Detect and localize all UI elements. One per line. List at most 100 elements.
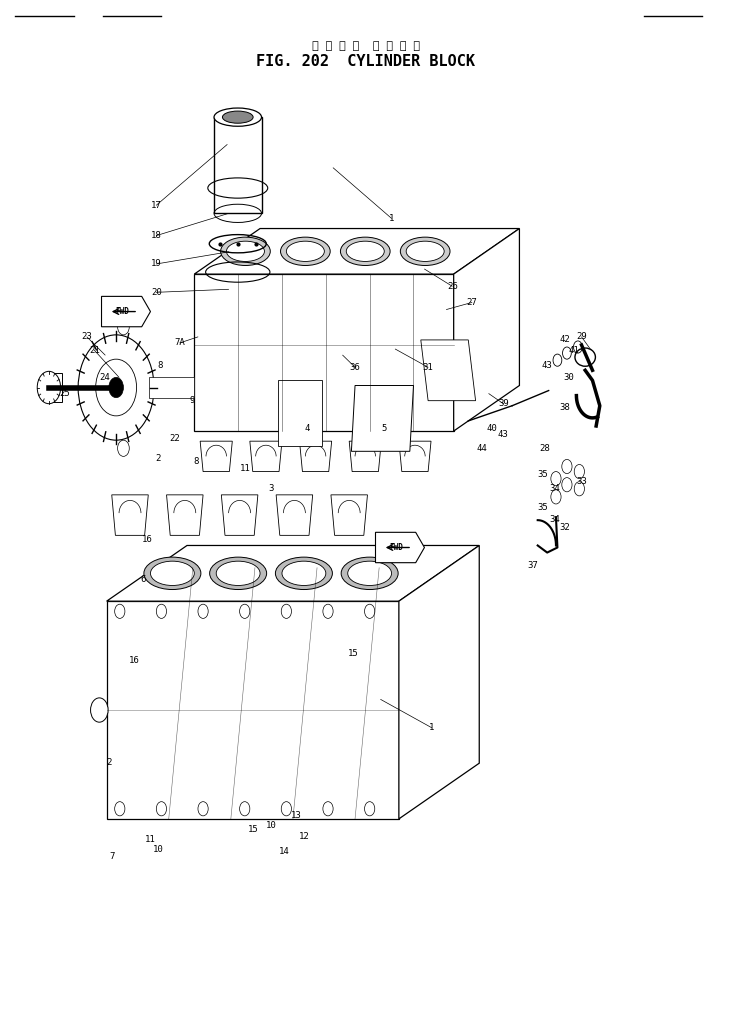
Text: 11: 11 bbox=[240, 464, 251, 473]
Circle shape bbox=[115, 604, 125, 619]
Text: 33: 33 bbox=[576, 478, 587, 486]
Ellipse shape bbox=[400, 237, 450, 266]
Polygon shape bbox=[107, 546, 479, 601]
Text: 32: 32 bbox=[559, 523, 570, 531]
Ellipse shape bbox=[216, 561, 260, 585]
Circle shape bbox=[574, 464, 584, 479]
Ellipse shape bbox=[144, 557, 201, 589]
Text: 36: 36 bbox=[350, 363, 360, 372]
Ellipse shape bbox=[406, 241, 444, 262]
Ellipse shape bbox=[275, 557, 332, 589]
Text: 10: 10 bbox=[152, 845, 163, 854]
Ellipse shape bbox=[341, 557, 398, 589]
Polygon shape bbox=[349, 441, 381, 472]
Ellipse shape bbox=[286, 241, 324, 262]
Circle shape bbox=[323, 802, 333, 816]
Text: 26: 26 bbox=[447, 282, 458, 291]
Polygon shape bbox=[351, 385, 414, 451]
Text: 42: 42 bbox=[559, 336, 570, 345]
Polygon shape bbox=[149, 377, 194, 397]
Text: 4: 4 bbox=[305, 424, 310, 433]
Text: シ リ ン ダ  ブ ロ ッ ク: シ リ ン ダ ブ ロ ッ ク bbox=[312, 42, 420, 52]
Text: 27: 27 bbox=[466, 298, 477, 307]
Text: 37: 37 bbox=[527, 561, 538, 570]
Circle shape bbox=[115, 802, 125, 816]
Ellipse shape bbox=[151, 561, 194, 585]
Text: 7A: 7A bbox=[174, 339, 185, 348]
Polygon shape bbox=[49, 373, 62, 402]
Polygon shape bbox=[167, 495, 203, 535]
Circle shape bbox=[96, 359, 137, 416]
Polygon shape bbox=[299, 441, 332, 472]
Circle shape bbox=[281, 604, 291, 619]
Text: 13: 13 bbox=[291, 811, 302, 820]
Text: 1: 1 bbox=[389, 214, 395, 223]
Text: 22: 22 bbox=[169, 434, 180, 443]
Text: 23: 23 bbox=[81, 333, 92, 342]
Text: 24: 24 bbox=[100, 373, 111, 382]
Text: 31: 31 bbox=[422, 363, 433, 372]
Text: 16: 16 bbox=[141, 535, 152, 544]
Polygon shape bbox=[421, 340, 476, 401]
Text: 20: 20 bbox=[151, 288, 162, 297]
Text: 18: 18 bbox=[151, 231, 162, 240]
Circle shape bbox=[561, 459, 572, 474]
Polygon shape bbox=[112, 495, 149, 535]
Circle shape bbox=[157, 604, 167, 619]
Text: 29: 29 bbox=[576, 333, 587, 342]
Circle shape bbox=[574, 482, 584, 496]
Text: 2: 2 bbox=[155, 454, 160, 463]
Ellipse shape bbox=[280, 237, 330, 266]
Text: 10: 10 bbox=[266, 821, 277, 830]
Polygon shape bbox=[194, 228, 520, 274]
Text: 35: 35 bbox=[537, 503, 548, 511]
Text: 43: 43 bbox=[498, 430, 509, 439]
Text: 21: 21 bbox=[89, 346, 100, 355]
Text: 11: 11 bbox=[145, 835, 156, 844]
Text: 6: 6 bbox=[141, 575, 146, 584]
Circle shape bbox=[561, 478, 572, 492]
Circle shape bbox=[239, 802, 250, 816]
FancyBboxPatch shape bbox=[214, 118, 261, 213]
Text: 5: 5 bbox=[381, 424, 387, 433]
Text: 30: 30 bbox=[564, 373, 575, 382]
Circle shape bbox=[91, 698, 108, 722]
Circle shape bbox=[198, 802, 208, 816]
Ellipse shape bbox=[223, 112, 253, 124]
Circle shape bbox=[37, 371, 61, 404]
Ellipse shape bbox=[348, 561, 392, 585]
Polygon shape bbox=[331, 495, 367, 535]
Circle shape bbox=[365, 802, 375, 816]
Text: 15: 15 bbox=[247, 824, 258, 834]
Polygon shape bbox=[376, 532, 425, 563]
Text: FWD: FWD bbox=[116, 307, 130, 316]
Ellipse shape bbox=[209, 557, 266, 589]
Ellipse shape bbox=[340, 237, 390, 266]
Text: 44: 44 bbox=[476, 444, 487, 453]
Polygon shape bbox=[102, 296, 151, 327]
Circle shape bbox=[239, 604, 250, 619]
Circle shape bbox=[323, 604, 333, 619]
Polygon shape bbox=[276, 495, 313, 535]
Circle shape bbox=[551, 472, 561, 486]
Text: 14: 14 bbox=[279, 847, 290, 856]
Polygon shape bbox=[250, 441, 282, 472]
Text: 38: 38 bbox=[559, 404, 570, 413]
Polygon shape bbox=[107, 601, 399, 819]
Circle shape bbox=[78, 335, 154, 440]
Polygon shape bbox=[399, 441, 431, 472]
Text: 16: 16 bbox=[129, 656, 140, 665]
Text: 41: 41 bbox=[569, 346, 580, 355]
Text: 9: 9 bbox=[190, 396, 195, 406]
Text: 34: 34 bbox=[549, 515, 560, 523]
Ellipse shape bbox=[214, 108, 261, 127]
Text: 2: 2 bbox=[106, 757, 111, 767]
Text: FWD: FWD bbox=[389, 544, 403, 552]
Ellipse shape bbox=[282, 561, 326, 585]
Polygon shape bbox=[278, 380, 322, 446]
Text: 7: 7 bbox=[109, 852, 114, 861]
Circle shape bbox=[551, 490, 561, 504]
Text: 35: 35 bbox=[537, 470, 548, 479]
Text: 40: 40 bbox=[486, 424, 497, 433]
Text: 8: 8 bbox=[194, 457, 199, 465]
